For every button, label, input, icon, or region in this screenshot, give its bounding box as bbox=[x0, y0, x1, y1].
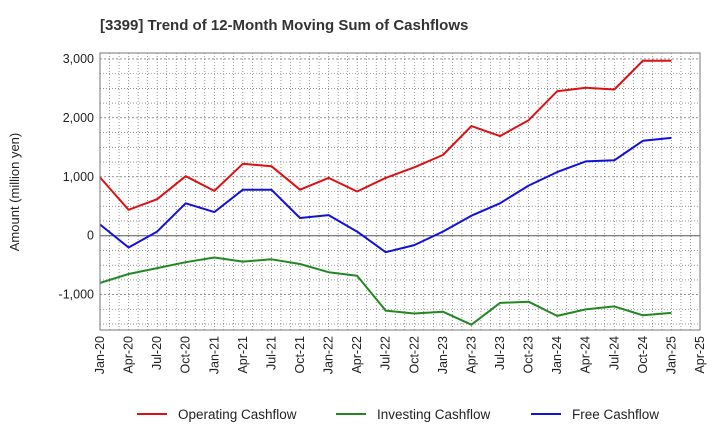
series-lines bbox=[99, 59, 672, 326]
x-tick-label: Jan-21 bbox=[207, 336, 221, 374]
legend-label: Investing Cashflow bbox=[377, 407, 491, 422]
x-tick-label: Apr-22 bbox=[350, 336, 364, 374]
x-tick-label: Jan-22 bbox=[322, 336, 336, 374]
x-tick-label: Jan-23 bbox=[436, 336, 450, 374]
x-tick-label: Apr-21 bbox=[236, 336, 250, 374]
legend-label: Operating Cashflow bbox=[178, 407, 297, 422]
x-tick-label: Apr-23 bbox=[464, 336, 478, 374]
series-line-free-cashflow bbox=[99, 136, 672, 254]
x-tick-label: Jul-21 bbox=[264, 336, 278, 370]
x-tick-label: Oct-20 bbox=[179, 336, 193, 374]
x-tick-label: Oct-23 bbox=[522, 336, 536, 374]
y-tick-label: 1,000 bbox=[63, 170, 94, 184]
plot-area-frame bbox=[99, 52, 701, 331]
legend: Operating Cashflow Investing Cashflow Free… bbox=[137, 407, 659, 422]
x-tick-label: Oct-24 bbox=[636, 336, 650, 374]
x-tick-label: Apr-20 bbox=[122, 336, 136, 374]
x-tick-labels: Jan-20 Apr-20 Jul-20 Oct-20 Jan-21 Apr-21 Jul-… bbox=[93, 336, 707, 374]
series-line-operating-cashflow bbox=[99, 59, 672, 211]
y-tick-labels: 3,000 2,000 1,000 0 -1,000 bbox=[59, 52, 95, 302]
y-tick-label: 2,000 bbox=[63, 111, 94, 125]
x-tick-label: Apr-25 bbox=[693, 336, 707, 374]
x-tick-label: Jul-20 bbox=[150, 336, 164, 370]
x-tick-label: Jul-22 bbox=[379, 336, 393, 370]
x-tick-label: Jan-25 bbox=[664, 336, 678, 374]
x-tick-label: Apr-24 bbox=[579, 336, 593, 374]
series-line-investing-cashflow bbox=[99, 256, 672, 326]
y-tick-label: 0 bbox=[87, 229, 94, 243]
x-tick-label: Jul-23 bbox=[493, 336, 507, 370]
x-tick-label: Jul-24 bbox=[607, 336, 621, 370]
x-tick-label: Jan-24 bbox=[550, 336, 564, 374]
x-tick-label: Jan-20 bbox=[93, 336, 107, 374]
grid-lines bbox=[99, 53, 701, 330]
chart-title: [3399] Trend of 12-Month Moving Sum of C… bbox=[100, 17, 468, 34]
y-axis-label: Amount (million yen) bbox=[7, 133, 22, 252]
legend-label: Free Cashflow bbox=[572, 407, 659, 422]
y-tick-label: -1,000 bbox=[59, 288, 94, 302]
x-tick-label: Oct-22 bbox=[407, 336, 421, 374]
x-tick-label: Oct-21 bbox=[293, 336, 307, 374]
y-tick-label: 3,000 bbox=[63, 52, 94, 66]
